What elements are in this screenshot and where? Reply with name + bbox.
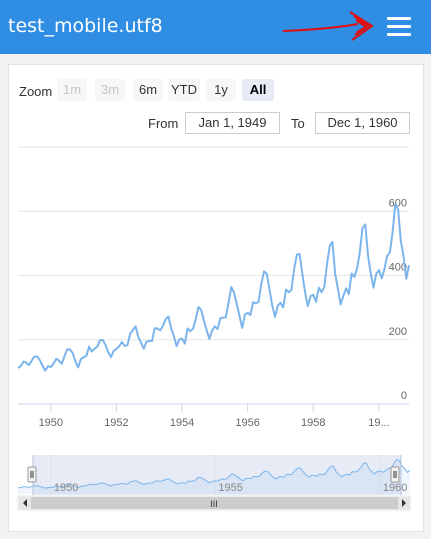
from-date-input[interactable]: Jan 1, 1949 — [185, 112, 280, 134]
scrollbar-grip-icon: III — [210, 499, 218, 509]
zoom-3m-button[interactable]: 3m — [95, 79, 125, 101]
scroll-left-arrow-icon — [23, 499, 27, 507]
chart-area: 0 200 400 600 1950 1952 1954 1956 1958 19... 1950… — [17, 146, 411, 511]
navigator-series-area — [18, 459, 410, 494]
y-tick-label: 400 — [389, 262, 407, 274]
zoom-label: Zoom — [19, 84, 53, 99]
zoom-6m-button[interactable]: 6m — [133, 79, 163, 101]
zoom-1m-button[interactable]: 1m — [57, 79, 87, 101]
x-tick-label: 19... — [368, 417, 389, 429]
stock-chart-container: Zoom 1m 3m 6m YTD 1y All From Jan 1, 194… — [8, 64, 424, 532]
navigator-year-label: 1960 — [383, 482, 407, 494]
zoom-ytd-button[interactable]: YTD — [168, 79, 200, 101]
y-tick-label: 200 — [389, 326, 407, 338]
scroll-right-arrow-icon — [402, 499, 406, 507]
x-tick-label: 1950 — [39, 417, 63, 429]
hamburger-menu-icon[interactable] — [387, 17, 411, 37]
zoom-1y-button[interactable]: 1y — [206, 79, 236, 101]
y-tick-label: 600 — [389, 197, 407, 209]
y-tick-label: 0 — [401, 390, 407, 402]
app-title: test_mobile.utf8 — [8, 15, 163, 37]
navigator-year-label: 1950 — [54, 482, 78, 494]
zoom-all-button[interactable]: All — [242, 79, 274, 101]
to-label: To — [291, 116, 305, 131]
from-label: From — [148, 116, 179, 131]
navigator-year-label: 1955 — [218, 482, 242, 494]
x-tick-label: 1954 — [170, 417, 194, 429]
scrollbar-thumb[interactable] — [31, 497, 398, 509]
x-tick-label: 1952 — [104, 417, 128, 429]
x-tick-label: 1958 — [301, 417, 325, 429]
navigator-series-line — [17, 459, 411, 489]
top-navbar: test_mobile.utf8 — [0, 0, 431, 54]
x-tick-label: 1956 — [235, 417, 259, 429]
navigator-left-handle[interactable] — [27, 466, 37, 483]
navigator-right-handle[interactable] — [390, 466, 400, 483]
to-date-input[interactable]: Dec 1, 1960 — [315, 112, 410, 134]
red-arrow-annotation — [282, 11, 374, 41]
series-line[interactable] — [17, 203, 410, 372]
